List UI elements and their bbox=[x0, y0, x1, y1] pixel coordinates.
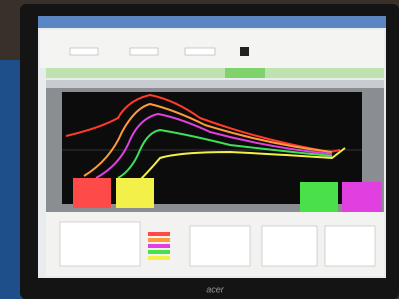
screen bbox=[38, 16, 386, 278]
status-box-red bbox=[73, 178, 111, 208]
status-box-green bbox=[300, 182, 338, 212]
tab-strip bbox=[46, 68, 384, 78]
legend-swatch bbox=[148, 238, 170, 242]
legend-swatch bbox=[148, 250, 170, 254]
table bbox=[60, 222, 140, 266]
photo: acer bbox=[0, 0, 399, 299]
active-tab[interactable] bbox=[225, 68, 265, 78]
input-field[interactable] bbox=[185, 48, 215, 55]
page: {"monitor": {"brand": "acer"}} bbox=[0, 0, 399, 299]
icon[interactable] bbox=[240, 47, 249, 56]
legend-swatch bbox=[148, 256, 170, 260]
title-bar bbox=[38, 16, 386, 28]
input-field[interactable] bbox=[70, 48, 98, 55]
status-box-magenta bbox=[342, 182, 382, 212]
chart-header bbox=[46, 80, 384, 88]
legend-swatch bbox=[148, 244, 170, 248]
legend-swatch bbox=[148, 232, 170, 236]
input-field[interactable] bbox=[130, 48, 158, 55]
table bbox=[190, 226, 250, 266]
table bbox=[325, 226, 375, 266]
brand-logo: acer bbox=[206, 284, 225, 294]
table bbox=[262, 226, 317, 266]
side-object bbox=[0, 60, 22, 299]
status-box-yellow bbox=[116, 178, 154, 208]
